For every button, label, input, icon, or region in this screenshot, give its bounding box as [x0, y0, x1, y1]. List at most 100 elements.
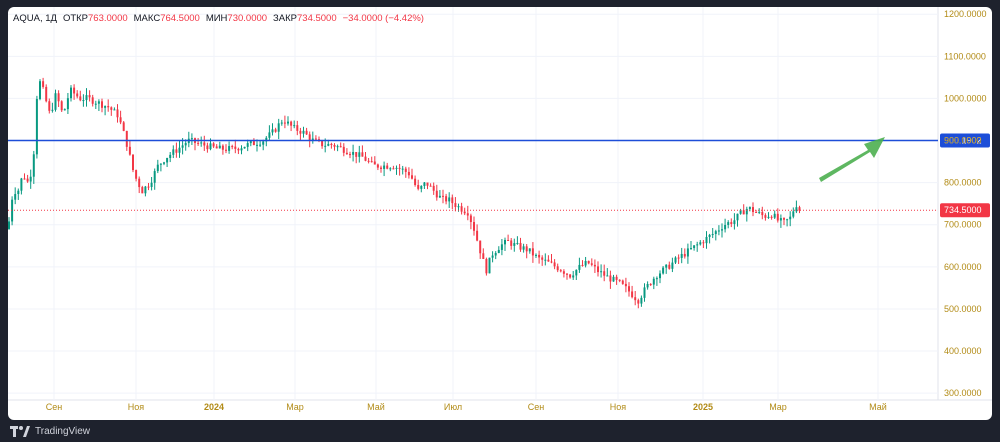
- x-tick-label: Ноя: [128, 402, 145, 412]
- candle: [708, 233, 711, 244]
- candle-body: [138, 178, 141, 188]
- candle: [469, 213, 472, 230]
- candle-body: [655, 278, 658, 280]
- candle-body: [721, 229, 723, 231]
- candle: [575, 269, 578, 281]
- candle-body: [54, 93, 57, 110]
- candle-body: [423, 182, 426, 186]
- candle: [122, 121, 125, 132]
- candle-body: [178, 147, 181, 153]
- candle-body: [463, 211, 466, 214]
- candle: [432, 182, 435, 195]
- candle: [736, 213, 739, 227]
- candle-body: [302, 130, 305, 134]
- up-arrow-icon[interactable]: [819, 137, 885, 182]
- candle: [652, 276, 655, 290]
- candle: [792, 207, 795, 219]
- price-chart[interactable]: 900.1902 734.5000 1200.0000 1100.0000 1000.…: [8, 7, 992, 420]
- y-tick-label: 300.0000: [944, 388, 982, 398]
- candle-body: [364, 156, 367, 161]
- candle: [70, 85, 72, 102]
- symbol-name[interactable]: AQUA: [13, 13, 40, 24]
- candle-body: [485, 258, 488, 274]
- candle-body: [57, 93, 60, 102]
- candle-body: [482, 253, 485, 259]
- chart-panel[interactable]: 900.1902 734.5000 1200.0000 1100.0000 1000.…: [8, 7, 992, 420]
- candle: [786, 218, 789, 227]
- candle-body: [215, 146, 218, 149]
- candle-body: [23, 178, 26, 180]
- candle: [392, 165, 395, 170]
- candle-body: [63, 109, 66, 111]
- candle: [287, 116, 289, 126]
- candle-body: [274, 129, 277, 132]
- candle: [522, 243, 525, 253]
- candle-body: [624, 283, 627, 287]
- candle-body: [147, 186, 150, 188]
- candle: [200, 136, 203, 147]
- y-tick-label: 500.0000: [944, 304, 982, 314]
- candle: [550, 254, 553, 264]
- candle-body: [122, 122, 125, 131]
- candle: [690, 241, 692, 250]
- candle: [742, 204, 745, 215]
- candle-body: [525, 246, 528, 252]
- candle-body: [277, 123, 280, 132]
- candle-body: [367, 160, 370, 162]
- candle: [314, 135, 317, 140]
- candle-body: [228, 146, 231, 151]
- candle-body: [352, 151, 355, 155]
- candle: [32, 150, 35, 184]
- candle-body: [770, 216, 773, 218]
- candle-body: [547, 259, 550, 262]
- candle-body: [70, 87, 72, 99]
- candle-body: [454, 203, 457, 208]
- candle-body: [786, 219, 789, 221]
- candle-body: [119, 117, 122, 123]
- candle-body: [414, 178, 417, 185]
- candle: [479, 240, 482, 259]
- candle-body: [203, 142, 206, 146]
- candle: [159, 163, 162, 172]
- candle-body: [615, 276, 618, 280]
- trend-arrow: [819, 137, 885, 182]
- candle: [497, 246, 500, 254]
- candle: [476, 224, 479, 242]
- candle-body: [795, 207, 798, 212]
- candle: [364, 151, 367, 162]
- candle-body: [101, 101, 103, 108]
- candle: [454, 197, 457, 212]
- candle: [659, 270, 661, 284]
- candle: [513, 238, 516, 252]
- candle: [290, 120, 293, 132]
- candle-body: [135, 170, 138, 179]
- y-tick-label: 800.0000: [944, 178, 982, 188]
- brand-logo[interactable]: TradingView: [10, 425, 90, 437]
- candle: [240, 145, 243, 155]
- candle: [73, 84, 76, 100]
- candle: [256, 139, 258, 152]
- candle: [618, 279, 621, 283]
- candle-body: [497, 249, 500, 254]
- candle-body: [733, 220, 736, 224]
- candle-body: [404, 168, 407, 172]
- candle-body: [305, 130, 308, 135]
- candle: [345, 148, 348, 155]
- timeframe[interactable]: 1Д: [45, 13, 57, 24]
- candle-body: [271, 129, 274, 133]
- candle-body: [355, 151, 358, 157]
- candle-body: [578, 264, 581, 270]
- candle-body: [420, 185, 423, 189]
- candle: [231, 144, 234, 150]
- candle: [355, 151, 358, 164]
- candle: [246, 139, 249, 152]
- candle-body: [438, 195, 441, 198]
- candle: [683, 248, 686, 259]
- candle: [686, 243, 689, 264]
- candle: [156, 159, 159, 174]
- candle-body: [206, 145, 209, 150]
- candle: [76, 90, 79, 99]
- candle-body: [445, 196, 448, 202]
- candle: [569, 273, 572, 279]
- candle-body: [113, 109, 116, 111]
